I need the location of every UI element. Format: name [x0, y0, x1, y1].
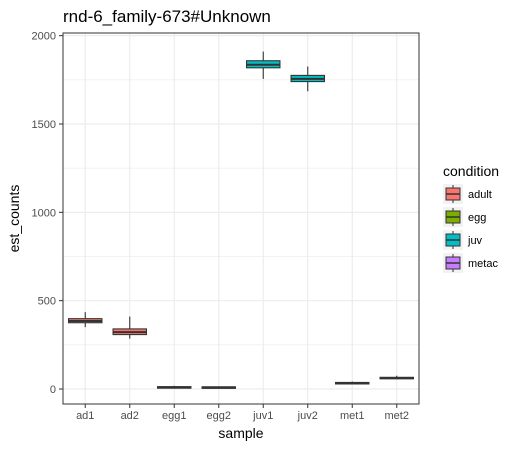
x-tick-label: juv1: [252, 410, 273, 422]
y-tick-label: 500: [38, 296, 56, 308]
x-tick-label: met2: [385, 410, 409, 422]
y-tick-label: 0: [50, 384, 56, 396]
x-axis: ad1 ad2 egg1 egg2 juv1 juv2 met1 met2: [76, 404, 409, 422]
y-axis-title: est_counts: [6, 185, 22, 253]
legend-label: adult: [468, 189, 492, 201]
box-juv2: [290, 66, 325, 92]
plot-panel-border: [62, 32, 420, 405]
legend-label: metac: [468, 258, 498, 270]
legend-item-egg: egg: [443, 207, 486, 227]
box-ad2: [112, 316, 147, 339]
chart-title: rnd-6_family-673#Unknown: [63, 7, 271, 26]
y-axis: 0 500 1000 1500 2000: [32, 31, 63, 396]
legend-label: juv: [467, 235, 483, 247]
legend-item-adult: adult: [443, 184, 492, 204]
x-tick-label: ad2: [121, 410, 139, 422]
box-met2: [379, 375, 414, 380]
x-tick-label: met1: [340, 410, 364, 422]
box-egg1: [157, 385, 192, 389]
x-tick-label: juv2: [297, 410, 318, 422]
y-tick-label: 1000: [32, 207, 56, 219]
legend-label: egg: [468, 212, 486, 224]
grid-lines: [63, 33, 419, 404]
y-tick-label: 2000: [32, 31, 56, 43]
x-tick-label: egg2: [207, 410, 231, 422]
legend-item-juv: juv: [443, 230, 483, 250]
box-met1: [335, 381, 370, 385]
box-ad1: [68, 312, 103, 328]
y-tick-label: 1500: [32, 119, 56, 131]
legend-title: condition: [443, 163, 499, 179]
box-juv1: [246, 51, 281, 79]
box-egg2: [201, 386, 236, 389]
legend: condition adult egg juv metac: [443, 163, 499, 273]
x-tick-label: ad1: [76, 410, 94, 422]
x-tick-label: egg1: [162, 410, 186, 422]
legend-item-metac: metac: [443, 253, 498, 273]
x-axis-title: sample: [218, 425, 263, 441]
box-series: [68, 51, 414, 389]
